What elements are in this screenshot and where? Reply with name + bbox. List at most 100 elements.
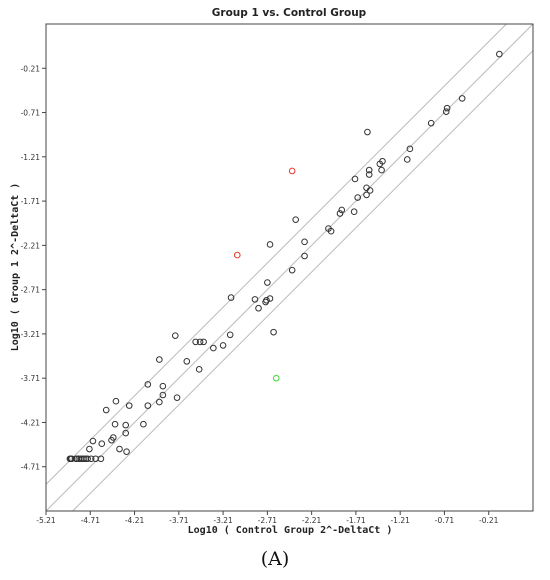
data-point-unchanged <box>66 455 74 463</box>
data-point-unchanged <box>200 338 207 346</box>
data-point-down-regulated <box>272 374 280 382</box>
data-point-unchanged <box>156 398 163 406</box>
data-point-unchanged <box>227 294 235 301</box>
data-point-up-regulated <box>233 251 241 259</box>
data-point-unchanged <box>351 175 359 183</box>
data-points <box>66 50 503 463</box>
data-point-unchanged <box>364 128 371 136</box>
data-point-unchanged <box>159 382 167 390</box>
reference-line-2 <box>45 23 534 512</box>
x-axis-ticks: -5.21 -4.71 -4.21 -3.71 -3.21 -2.71 -2.21 -1.71… <box>36 511 499 525</box>
data-point-unchanged <box>210 344 217 352</box>
data-point-unchanged <box>173 394 181 401</box>
y-tick-label: -2.71 <box>21 286 41 295</box>
data-point-unchanged <box>75 455 83 463</box>
x-axis-label: Log10 ( Control Group 2^-DeltaCt ) <box>188 525 393 536</box>
data-point-unchanged <box>301 238 308 246</box>
data-point-unchanged <box>112 397 120 405</box>
data-point-unchanged <box>443 104 451 112</box>
data-point-unchanged <box>366 187 374 194</box>
y-tick-label: -0.71 <box>21 109 41 118</box>
x-tick-label: -2.21 <box>302 516 322 525</box>
data-point-unchanged <box>122 421 129 429</box>
x-tick-label: -4.71 <box>81 516 101 525</box>
x-tick-label: -4.21 <box>125 516 145 525</box>
data-point-unchanged <box>89 437 97 445</box>
data-point-unchanged <box>108 436 115 444</box>
data-point-unchanged <box>354 194 361 201</box>
y-tick-label: -0.21 <box>21 64 41 73</box>
data-point-unchanged <box>251 296 259 303</box>
plot-frame <box>45 23 534 512</box>
x-tick-label: -3.21 <box>213 516 233 525</box>
data-point-unchanged <box>196 338 204 346</box>
data-point-unchanged <box>219 342 227 349</box>
y-tick-label: -3.21 <box>21 330 41 339</box>
data-point-unchanged <box>183 358 191 365</box>
data-point-unchanged <box>144 381 152 388</box>
data-point-unchanged <box>363 191 370 199</box>
data-point-unchanged <box>325 225 332 232</box>
data-point-unchanged <box>427 119 435 127</box>
data-point-unchanged <box>365 166 373 174</box>
data-point-unchanged <box>171 332 179 339</box>
data-point-unchanged <box>338 206 346 214</box>
data-point-unchanged <box>376 160 384 168</box>
data-point-unchanged <box>192 338 199 346</box>
data-point-unchanged <box>86 445 93 453</box>
x-tick-label: -0.71 <box>435 516 455 525</box>
data-point-unchanged <box>255 304 262 312</box>
data-point-unchanged <box>270 328 277 336</box>
y-tick-label: -2.21 <box>21 241 41 250</box>
chart-title: Group 1 vs. Control Group <box>212 7 367 19</box>
data-point-unchanged <box>195 366 203 373</box>
data-point-unchanged <box>301 252 308 260</box>
data-point-unchanged <box>406 145 414 153</box>
data-point-unchanged <box>264 279 271 286</box>
data-point-up-regulated <box>288 167 296 175</box>
data-point-unchanged <box>77 455 84 463</box>
data-point-unchanged <box>292 216 299 223</box>
data-point-unchanged <box>156 356 163 363</box>
x-tick-label: -1.21 <box>390 516 410 525</box>
data-point-unchanged <box>123 448 130 455</box>
figure-caption: (A) <box>260 548 290 570</box>
x-tick-label: -0.21 <box>479 516 499 525</box>
data-point-unchanged <box>102 406 110 414</box>
reference-line-1 <box>45 23 507 485</box>
data-point-unchanged <box>266 241 274 248</box>
data-point-unchanged <box>262 298 269 306</box>
data-point-unchanged <box>336 210 344 217</box>
data-point-unchanged <box>403 156 411 163</box>
data-point-unchanged <box>92 455 99 463</box>
y-tick-label: -4.21 <box>21 418 41 427</box>
reference-line-3 <box>72 50 534 512</box>
data-point-unchanged <box>496 50 503 58</box>
data-point-unchanged <box>442 108 450 115</box>
data-point-unchanged <box>350 208 358 216</box>
data-point-unchanged <box>458 95 466 102</box>
y-tick-label: -1.71 <box>21 197 41 206</box>
x-tick-label: -2.71 <box>258 516 278 525</box>
data-point-unchanged <box>116 445 123 453</box>
x-tick-label: -3.71 <box>169 516 189 525</box>
y-tick-label: -3.71 <box>21 374 41 383</box>
data-point-unchanged <box>226 331 234 339</box>
y-tick-label: -1.21 <box>21 153 41 162</box>
data-point-unchanged <box>144 402 152 409</box>
data-point-unchanged <box>378 166 385 174</box>
y-axis-ticks: -0.21 -0.71 -1.21 -1.71 -2.21 -2.71 -3.21 -3.71… <box>21 64 46 472</box>
y-tick-label: -4.71 <box>21 463 41 472</box>
data-point-unchanged <box>98 440 106 448</box>
x-tick-label: -5.21 <box>36 516 56 525</box>
reference-lines <box>45 23 534 512</box>
y-axis-label: Log10 ( Group 1 2^-DeltaCt ) <box>10 183 21 352</box>
data-point-unchanged <box>288 266 296 274</box>
data-point-unchanged <box>365 171 373 178</box>
data-point-unchanged <box>111 420 119 428</box>
data-point-unchanged <box>122 429 129 437</box>
data-point-unchanged <box>125 402 133 409</box>
x-tick-label: -1.71 <box>346 516 366 525</box>
data-point-unchanged <box>140 420 147 428</box>
